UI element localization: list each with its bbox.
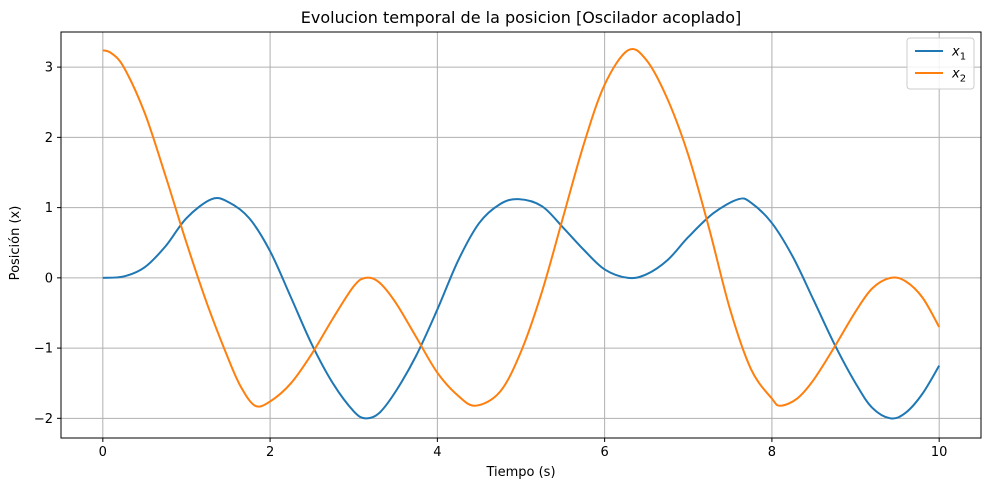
y-tick-label: 3 [45,61,53,76]
x-axis-title: Tiempo (s) [485,465,555,480]
legend-label-x2: x2 [951,67,966,85]
x-tick-label: 0 [99,445,107,460]
plot-area-frame [60,31,982,439]
y-tick-label: 1 [45,201,53,216]
y-tick-label: −1 [34,342,53,357]
y-tick-label: −2 [34,412,53,427]
series-lines [102,47,941,420]
x-tick-label: 2 [266,445,274,460]
x-tick-label: 10 [931,445,948,460]
series-line-x2 [102,47,941,408]
y-axis-title: Posición (x) [8,206,23,281]
y-tick-label: 0 [45,271,53,286]
legend-label-x1: x1 [951,45,966,63]
grid-lines [61,32,981,438]
x-tick-label: 4 [433,445,441,460]
series-line-x1 [102,197,941,420]
x-tick-label: 6 [600,445,608,460]
chart-title: Evolucion temporal de la posicion [Oscil… [301,8,741,27]
axis-ticks: 0 2 4 6 8 10 −2 −1 0 1 2 3 [34,61,948,460]
y-tick-label: 2 [45,131,53,146]
x-tick-label: 8 [768,445,776,460]
